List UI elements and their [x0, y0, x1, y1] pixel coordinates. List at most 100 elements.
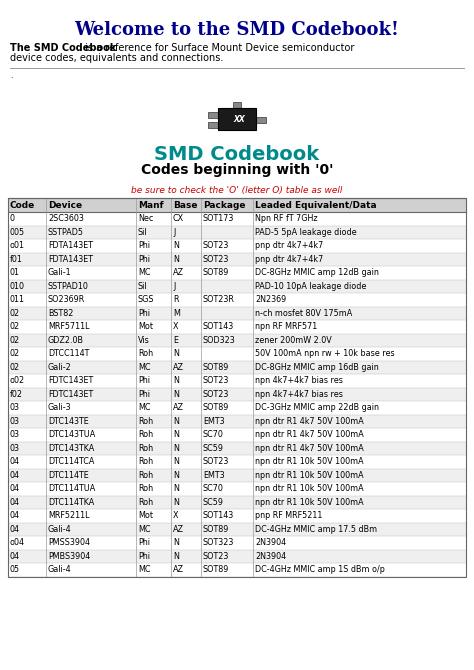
- Text: FDTA143ET: FDTA143ET: [48, 255, 93, 264]
- Text: PAD-10 10pA leakage diode: PAD-10 10pA leakage diode: [255, 282, 366, 291]
- Text: 04: 04: [10, 484, 20, 493]
- Text: N: N: [173, 471, 179, 480]
- Text: X: X: [173, 511, 179, 520]
- Text: 04: 04: [10, 457, 20, 466]
- Text: DTC143TUA: DTC143TUA: [48, 430, 95, 440]
- Text: Manf: Manf: [138, 200, 164, 210]
- Text: Leaded Equivalent/Data: Leaded Equivalent/Data: [255, 200, 377, 210]
- Text: 04: 04: [10, 498, 20, 507]
- Bar: [8, 536, 466, 549]
- Text: SOT23: SOT23: [203, 377, 229, 385]
- Text: Phi: Phi: [138, 241, 150, 251]
- Text: npn dtr R1 4k7 50V 100mA: npn dtr R1 4k7 50V 100mA: [255, 417, 364, 425]
- Text: R: R: [173, 295, 179, 304]
- Text: n-ch mosfet 80V 175mA: n-ch mosfet 80V 175mA: [255, 309, 352, 318]
- Text: Phi: Phi: [138, 309, 150, 318]
- Text: Gali-4: Gali-4: [48, 565, 72, 574]
- Text: SOT89: SOT89: [203, 268, 229, 277]
- Text: 04: 04: [10, 552, 20, 561]
- Text: npn dtr R1 10k 50V 100mA: npn dtr R1 10k 50V 100mA: [255, 484, 364, 493]
- Text: SOT89: SOT89: [203, 565, 229, 574]
- Bar: [8, 523, 466, 536]
- Text: DTC114TCA: DTC114TCA: [48, 457, 94, 466]
- Text: N: N: [173, 417, 179, 425]
- Bar: [8, 509, 466, 523]
- Text: X: X: [173, 322, 179, 331]
- Text: AZ: AZ: [173, 565, 184, 574]
- Bar: [8, 347, 466, 360]
- Bar: [8, 455, 466, 468]
- Text: N: N: [173, 538, 179, 547]
- Text: npn dtr R1 10k 50V 100mA: npn dtr R1 10k 50V 100mA: [255, 457, 364, 466]
- Text: f01: f01: [10, 255, 23, 264]
- Text: FDTA143ET: FDTA143ET: [48, 241, 93, 251]
- Bar: [218, 108, 256, 130]
- Text: Phi: Phi: [138, 390, 150, 399]
- Text: f02: f02: [10, 390, 23, 399]
- Text: MRF5711L: MRF5711L: [48, 322, 90, 331]
- Text: SSTPAD10: SSTPAD10: [48, 282, 89, 291]
- Bar: [8, 226, 466, 239]
- Text: N: N: [173, 457, 179, 466]
- Bar: [8, 442, 466, 455]
- Text: npn dtr R1 4k7 50V 100mA: npn dtr R1 4k7 50V 100mA: [255, 444, 364, 453]
- Text: npn dtr R1 10k 50V 100mA: npn dtr R1 10k 50V 100mA: [255, 471, 364, 480]
- Text: Device: Device: [48, 200, 82, 210]
- Text: DTC143TKA: DTC143TKA: [48, 444, 94, 453]
- Bar: [8, 212, 466, 226]
- Text: J: J: [173, 282, 175, 291]
- Bar: [8, 266, 466, 279]
- Text: N: N: [173, 552, 179, 561]
- Text: 2N3904: 2N3904: [255, 538, 286, 547]
- Text: SOT89: SOT89: [203, 403, 229, 412]
- Text: Roh: Roh: [138, 471, 153, 480]
- Text: Vis: Vis: [138, 336, 150, 345]
- Text: AZ: AZ: [173, 362, 184, 372]
- Text: DTCC114T: DTCC114T: [48, 349, 90, 358]
- Text: Base: Base: [173, 200, 198, 210]
- Text: N: N: [173, 349, 179, 358]
- Text: 01: 01: [10, 268, 20, 277]
- Text: Roh: Roh: [138, 457, 153, 466]
- Text: o02: o02: [10, 377, 25, 385]
- Text: Roh: Roh: [138, 484, 153, 493]
- Text: AZ: AZ: [173, 268, 184, 277]
- Text: MC: MC: [138, 268, 151, 277]
- Text: device codes, equivalents and connections.: device codes, equivalents and connection…: [10, 53, 223, 63]
- Bar: [233, 102, 241, 108]
- Text: N: N: [173, 390, 179, 399]
- Text: MC: MC: [138, 565, 151, 574]
- Text: Phi: Phi: [138, 255, 150, 264]
- Bar: [8, 482, 466, 496]
- Text: SOT23: SOT23: [203, 457, 229, 466]
- Text: M: M: [173, 309, 180, 318]
- Text: 03: 03: [10, 444, 20, 453]
- Bar: [8, 279, 466, 293]
- Text: AZ: AZ: [173, 525, 184, 534]
- Bar: [8, 306, 466, 320]
- Text: Gali-3: Gali-3: [48, 403, 72, 412]
- Text: 2N2369: 2N2369: [255, 295, 286, 304]
- Text: 0: 0: [10, 214, 15, 223]
- Text: N: N: [173, 255, 179, 264]
- Text: PAD-5 5pA leakage diode: PAD-5 5pA leakage diode: [255, 228, 356, 237]
- Text: DTC143TE: DTC143TE: [48, 417, 89, 425]
- Text: Mot: Mot: [138, 511, 153, 520]
- Text: SOT23R: SOT23R: [203, 295, 235, 304]
- Text: be sure to check the 'O' (letter O) table as well: be sure to check the 'O' (letter O) tabl…: [131, 186, 343, 194]
- Text: Phi: Phi: [138, 552, 150, 561]
- Text: MRF5211L: MRF5211L: [48, 511, 90, 520]
- Text: npn 4k7+4k7 bias res: npn 4k7+4k7 bias res: [255, 377, 343, 385]
- Text: Sil: Sil: [138, 282, 147, 291]
- Text: Code: Code: [10, 200, 35, 210]
- Bar: [8, 468, 466, 482]
- Text: DC-8GHz MMIC amp 16dB gain: DC-8GHz MMIC amp 16dB gain: [255, 362, 379, 372]
- Bar: [8, 428, 466, 442]
- Text: SOT173: SOT173: [203, 214, 234, 223]
- Text: SC70: SC70: [203, 430, 224, 440]
- Text: SOT143: SOT143: [203, 511, 234, 520]
- Text: N: N: [173, 484, 179, 493]
- Text: Package: Package: [203, 200, 246, 210]
- Bar: [8, 374, 466, 387]
- Text: Gali-4: Gali-4: [48, 525, 72, 534]
